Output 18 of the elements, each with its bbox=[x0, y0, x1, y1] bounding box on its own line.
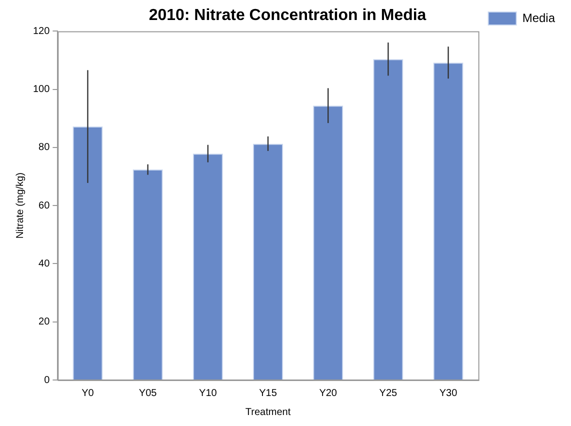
y-tick-label: 100 bbox=[32, 84, 50, 96]
y-tick-label: 20 bbox=[38, 316, 50, 328]
y-tick-label: 60 bbox=[38, 200, 50, 212]
y-tick-label: 0 bbox=[44, 374, 50, 386]
legend-label: Media bbox=[522, 10, 556, 25]
y-tick-label: 40 bbox=[38, 258, 50, 270]
x-tick-label: Y30 bbox=[439, 388, 458, 399]
x-axis-title: Treatment bbox=[245, 406, 291, 418]
y-axis-title: Nitrate (mg/kg) bbox=[14, 172, 26, 239]
y-tick-label: 80 bbox=[38, 142, 50, 154]
x-tick-label: Y20 bbox=[319, 388, 338, 399]
x-tick-label: Y15 bbox=[259, 388, 278, 399]
y-tick-label: 120 bbox=[32, 26, 50, 37]
x-tick-label: Y05 bbox=[138, 388, 158, 399]
x-tick-label: Y10 bbox=[199, 388, 218, 399]
x-tick-label: Y0 bbox=[82, 388, 94, 399]
chart-title: 2010: Nitrate Concentration in Media bbox=[148, 7, 426, 24]
x-tick-label: Y25 bbox=[379, 388, 398, 399]
